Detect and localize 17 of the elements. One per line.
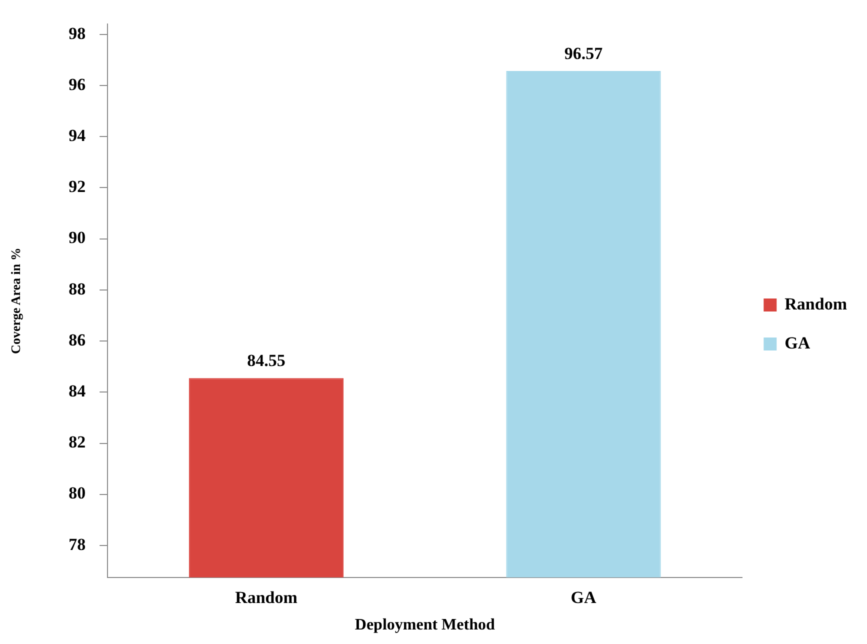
y-tick-label: 88	[68, 279, 86, 298]
y-tick-label: 92	[68, 177, 86, 196]
y-tick-label: 82	[68, 432, 86, 452]
y-tick-label: 96	[68, 74, 86, 94]
y-tick-label: 94	[68, 126, 86, 146]
y-tick-label: 84	[68, 382, 86, 401]
legend-label: GA	[784, 333, 811, 352]
x-axis-title: Deployment Method	[354, 616, 495, 634]
legend-label: Random	[784, 294, 848, 314]
y-tick-label: 90	[68, 228, 86, 248]
y-tick-label: 86	[68, 330, 86, 350]
y-tick-label: 98	[68, 24, 86, 43]
data-label: 96.57	[564, 44, 604, 63]
y-axis-title: Coverge Area in %	[8, 248, 24, 354]
data-label: 84.55	[247, 350, 286, 370]
y-tick-label: 80	[68, 484, 86, 503]
y-tick-label: 78	[68, 534, 86, 554]
